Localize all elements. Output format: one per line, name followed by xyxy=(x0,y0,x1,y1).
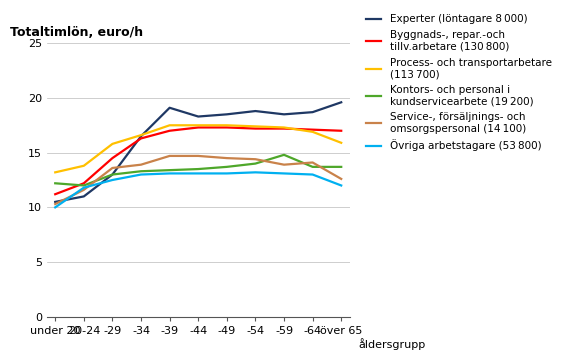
Byggnads-, repar.-och
tillv.arbetare (130 800) xyxy=(195,125,202,130)
Övriga arbetstagare (53 800) xyxy=(280,171,287,176)
Experter (löntagare 8 000) xyxy=(338,100,345,104)
Kontors- och personal i
kundservicearbete (19 200) xyxy=(138,169,145,174)
Service-, försäljnings- och
omsorgspersonal (14 100) xyxy=(309,160,316,165)
Experter (löntagare 8 000) xyxy=(52,200,59,204)
Kontors- och personal i
kundservicearbete (19 200) xyxy=(166,168,173,172)
Experter (löntagare 8 000) xyxy=(309,110,316,114)
Experter (löntagare 8 000) xyxy=(166,105,173,110)
Kontors- och personal i
kundservicearbete (19 200) xyxy=(309,165,316,169)
Service-, försäljnings- och
omsorgspersonal (14 100) xyxy=(223,156,230,160)
Byggnads-, repar.-och
tillv.arbetare (130 800) xyxy=(252,126,259,131)
Process- och transportarbetare
(113 700) xyxy=(338,141,345,145)
Övriga arbetstagare (53 800) xyxy=(338,183,345,188)
Övriga arbetstagare (53 800) xyxy=(166,171,173,176)
Övriga arbetstagare (53 800) xyxy=(195,171,202,176)
Process- och transportarbetare
(113 700) xyxy=(52,170,59,175)
Experter (löntagare 8 000) xyxy=(80,194,87,199)
Övriga arbetstagare (53 800) xyxy=(52,205,59,210)
Övriga arbetstagare (53 800) xyxy=(80,185,87,190)
Byggnads-, repar.-och
tillv.arbetare (130 800) xyxy=(223,125,230,130)
Service-, försäljnings- och
omsorgspersonal (14 100) xyxy=(138,162,145,167)
Process- och transportarbetare
(113 700) xyxy=(252,124,259,129)
Kontors- och personal i
kundservicearbete (19 200) xyxy=(195,167,202,171)
Övriga arbetstagare (53 800) xyxy=(252,170,259,175)
Service-, försäljnings- och
omsorgspersonal (14 100) xyxy=(80,188,87,192)
Line: Övriga arbetstagare (53 800): Övriga arbetstagare (53 800) xyxy=(55,172,341,207)
Kontors- och personal i
kundservicearbete (19 200) xyxy=(80,183,87,188)
Kontors- och personal i
kundservicearbete (19 200) xyxy=(338,165,345,169)
Experter (löntagare 8 000) xyxy=(138,134,145,138)
Experter (löntagare 8 000) xyxy=(223,112,230,117)
Experter (löntagare 8 000) xyxy=(195,114,202,119)
Experter (löntagare 8 000) xyxy=(280,112,287,117)
Service-, försäljnings- och
omsorgspersonal (14 100) xyxy=(52,202,59,206)
Service-, försäljnings- och
omsorgspersonal (14 100) xyxy=(280,162,287,167)
Process- och transportarbetare
(113 700) xyxy=(109,142,116,146)
Experter (löntagare 8 000) xyxy=(109,172,116,177)
Service-, försäljnings- och
omsorgspersonal (14 100) xyxy=(195,154,202,158)
Byggnads-, repar.-och
tillv.arbetare (130 800) xyxy=(309,127,316,132)
Line: Service-, försäljnings- och
omsorgspersonal (14 100): Service-, försäljnings- och omsorgsperso… xyxy=(55,156,341,204)
Line: Byggnads-, repar.-och
tillv.arbetare (130 800): Byggnads-, repar.-och tillv.arbetare (13… xyxy=(55,127,341,194)
Övriga arbetstagare (53 800) xyxy=(309,172,316,177)
Line: Experter (löntagare 8 000): Experter (löntagare 8 000) xyxy=(55,102,341,202)
Text: åldersgrupp: åldersgrupp xyxy=(359,338,426,350)
Line: Kontors- och personal i
kundservicearbete (19 200): Kontors- och personal i kundservicearbet… xyxy=(55,155,341,185)
Process- och transportarbetare
(113 700) xyxy=(138,133,145,137)
Byggnads-, repar.-och
tillv.arbetare (130 800) xyxy=(280,126,287,131)
Process- och transportarbetare
(113 700) xyxy=(309,130,316,134)
Övriga arbetstagare (53 800) xyxy=(138,172,145,177)
Process- och transportarbetare
(113 700) xyxy=(80,163,87,168)
Process- och transportarbetare
(113 700) xyxy=(280,125,287,130)
Övriga arbetstagare (53 800) xyxy=(109,178,116,182)
Kontors- och personal i
kundservicearbete (19 200) xyxy=(109,172,116,177)
Byggnads-, repar.-och
tillv.arbetare (130 800) xyxy=(80,181,87,185)
Service-, försäljnings- och
omsorgspersonal (14 100) xyxy=(338,177,345,181)
Service-, försäljnings- och
omsorgspersonal (14 100) xyxy=(166,154,173,158)
Kontors- och personal i
kundservicearbete (19 200) xyxy=(280,153,287,157)
Legend: Experter (löntagare 8 000), Byggnads-, repar.-och
tillv.arbetare (130 800), Proc: Experter (löntagare 8 000), Byggnads-, r… xyxy=(364,12,554,153)
Kontors- och personal i
kundservicearbete (19 200) xyxy=(252,161,259,166)
Byggnads-, repar.-och
tillv.arbetare (130 800) xyxy=(166,129,173,133)
Byggnads-, repar.-och
tillv.arbetare (130 800) xyxy=(138,136,145,140)
Kontors- och personal i
kundservicearbete (19 200) xyxy=(223,165,230,169)
Service-, försäljnings- och
omsorgspersonal (14 100) xyxy=(252,157,259,161)
Byggnads-, repar.-och
tillv.arbetare (130 800) xyxy=(52,192,59,197)
Process- och transportarbetare
(113 700) xyxy=(166,123,173,127)
Text: Totaltimlön, euro/h: Totaltimlön, euro/h xyxy=(10,26,143,39)
Experter (löntagare 8 000) xyxy=(252,109,259,113)
Line: Process- och transportarbetare
(113 700): Process- och transportarbetare (113 700) xyxy=(55,125,341,172)
Service-, försäljnings- och
omsorgspersonal (14 100) xyxy=(109,166,116,170)
Övriga arbetstagare (53 800) xyxy=(223,171,230,176)
Kontors- och personal i
kundservicearbete (19 200) xyxy=(52,181,59,185)
Process- och transportarbetare
(113 700) xyxy=(195,123,202,127)
Byggnads-, repar.-och
tillv.arbetare (130 800) xyxy=(109,156,116,160)
Process- och transportarbetare
(113 700) xyxy=(223,123,230,127)
Byggnads-, repar.-och
tillv.arbetare (130 800) xyxy=(338,129,345,133)
